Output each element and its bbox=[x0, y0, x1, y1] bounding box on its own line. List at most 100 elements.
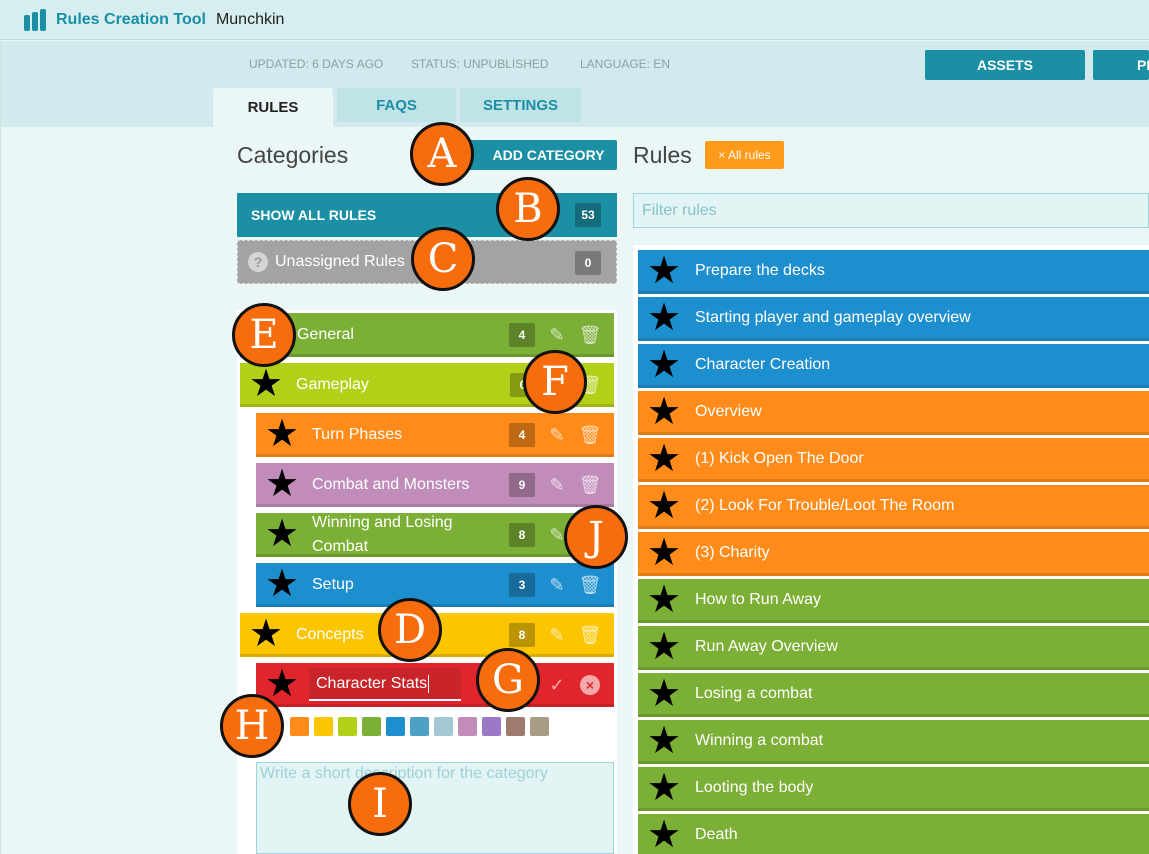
rule-label: Losing a combat bbox=[695, 684, 813, 702]
all-rules-filter-chip[interactable]: × All rules bbox=[705, 141, 784, 169]
categories-title: Categories bbox=[237, 142, 349, 168]
color-swatch-orange[interactable] bbox=[290, 717, 309, 736]
language-label: LANGUAGE: EN bbox=[580, 57, 671, 71]
rule-item[interactable]: ★ Losing a combat bbox=[638, 673, 1149, 717]
color-swatch-steel[interactable] bbox=[410, 717, 429, 736]
pencil-icon[interactable]: ✎ bbox=[549, 324, 565, 345]
tab-rules[interactable]: RULES bbox=[213, 88, 333, 127]
rule-item[interactable]: ★ (3) Charity bbox=[638, 532, 1149, 576]
category-description-input[interactable]: Write a short description for the catego… bbox=[256, 762, 614, 854]
rule-item[interactable]: ★ Overview bbox=[638, 391, 1149, 435]
marker-b: B bbox=[496, 177, 560, 241]
rule-label: Prepare the decks bbox=[695, 261, 825, 279]
category-count: 9 bbox=[509, 473, 535, 497]
rule-label: Winning a combat bbox=[695, 731, 824, 749]
trash-icon[interactable]: 🗑 bbox=[578, 474, 602, 495]
category-name-input[interactable]: Character Stats bbox=[309, 668, 461, 701]
publish-button[interactable]: PI bbox=[1093, 50, 1149, 80]
star-icon: ★ bbox=[265, 663, 300, 705]
marker-c: C bbox=[411, 227, 475, 291]
pencil-icon[interactable]: ✎ bbox=[549, 424, 565, 445]
category-label: Winning and Losing Combat bbox=[312, 514, 453, 555]
category-winning-and-losing-combat[interactable]: ★ Winning and Losing Combat 8 ✎ 🗑 bbox=[256, 513, 614, 557]
rule-item[interactable]: ★ Character Creation bbox=[638, 344, 1149, 388]
category-label: Setup bbox=[312, 576, 354, 593]
category-combat-and-monsters[interactable]: ★ Combat and Monsters 9 ✎ 🗑 bbox=[256, 463, 614, 507]
star-icon: ★ bbox=[249, 613, 284, 655]
marker-i: I bbox=[348, 772, 412, 836]
rule-item[interactable]: ★ How to Run Away bbox=[638, 579, 1149, 623]
pencil-icon[interactable]: ✎ bbox=[549, 574, 565, 595]
star-icon: ★ bbox=[647, 720, 682, 762]
category-turn-phases[interactable]: ★ Turn Phases 4 ✎ 🗑 bbox=[256, 413, 614, 457]
assets-button[interactable]: ASSETS bbox=[925, 50, 1085, 80]
pencil-icon[interactable]: ✎ bbox=[549, 524, 565, 545]
trash-icon[interactable]: 🗑 bbox=[578, 424, 602, 445]
show-all-count: 53 bbox=[575, 203, 601, 227]
category-label: Combat and Monsters bbox=[312, 476, 470, 493]
project-title: Munchkin bbox=[215, 10, 285, 28]
color-swatch-tan[interactable] bbox=[530, 717, 549, 736]
rule-item[interactable]: ★ Starting player and gameplay overview bbox=[638, 297, 1149, 341]
color-swatch-pink[interactable] bbox=[458, 717, 477, 736]
star-icon: ★ bbox=[647, 485, 682, 527]
marker-h: H bbox=[220, 694, 284, 758]
filter-placeholder: Filter rules bbox=[642, 201, 717, 219]
star-icon: ★ bbox=[647, 579, 682, 621]
rule-item[interactable]: ★ Prepare the decks bbox=[638, 250, 1149, 294]
rule-label: (2) Look For Trouble/Loot The Room bbox=[695, 496, 955, 514]
publish-button-label: PI bbox=[1137, 57, 1149, 73]
star-icon: ★ bbox=[265, 513, 300, 555]
tab-settings[interactable]: SETTINGS bbox=[460, 88, 581, 122]
star-icon: ★ bbox=[647, 673, 682, 715]
check-icon[interactable]: ✓ bbox=[549, 674, 565, 695]
category-count: 4 bbox=[509, 423, 535, 447]
color-swatch-yellow[interactable] bbox=[314, 717, 333, 736]
unassigned-count: 0 bbox=[575, 251, 601, 275]
star-icon: ★ bbox=[647, 532, 682, 574]
description-placeholder: Write a short description for the catego… bbox=[260, 765, 548, 782]
rule-label: How to Run Away bbox=[695, 590, 821, 608]
app-title[interactable]: Rules Creation Tool bbox=[56, 10, 206, 28]
star-icon: ★ bbox=[265, 563, 300, 605]
category-general[interactable]: General 4 ✎ 🗑 bbox=[240, 313, 614, 357]
color-swatch-lime[interactable] bbox=[338, 717, 357, 736]
trash-icon[interactable]: 🗑 bbox=[578, 624, 602, 645]
color-swatch-blue[interactable] bbox=[386, 717, 405, 736]
star-icon: ★ bbox=[647, 626, 682, 668]
rule-item[interactable]: ★ (2) Look For Trouble/Loot The Room bbox=[638, 485, 1149, 529]
rule-item[interactable]: ★ Run Away Overview bbox=[638, 626, 1149, 670]
rule-label: Death bbox=[695, 825, 738, 843]
category-label: Concepts bbox=[296, 626, 364, 643]
filter-rules-input[interactable]: Filter rules bbox=[633, 193, 1149, 228]
rule-item[interactable]: ★ Death bbox=[638, 814, 1149, 854]
marker-j: J bbox=[564, 505, 628, 569]
rule-item[interactable]: ★ Looting the body bbox=[638, 767, 1149, 811]
star-icon: ★ bbox=[249, 363, 284, 405]
category-setup[interactable]: ★ Setup 3 ✎ 🗑 bbox=[256, 563, 614, 607]
star-icon: ★ bbox=[647, 767, 682, 809]
rule-label: (1) Kick Open The Door bbox=[695, 449, 864, 467]
star-icon: ★ bbox=[647, 297, 682, 339]
marker-d: D bbox=[378, 598, 442, 662]
color-swatch-purple[interactable] bbox=[482, 717, 501, 736]
marker-e: E bbox=[232, 303, 296, 367]
pencil-icon[interactable]: ✎ bbox=[549, 474, 565, 495]
color-swatch-lightblue[interactable] bbox=[434, 717, 453, 736]
rule-item[interactable]: ★ Winning a combat bbox=[638, 720, 1149, 764]
rule-item[interactable]: ★ (1) Kick Open The Door bbox=[638, 438, 1149, 482]
pencil-icon[interactable]: ✎ bbox=[549, 624, 565, 645]
color-swatch-brown[interactable] bbox=[506, 717, 525, 736]
category-name-value: Character Stats bbox=[316, 674, 428, 692]
trash-icon[interactable]: 🗑 bbox=[578, 324, 602, 345]
color-swatch-green[interactable] bbox=[362, 717, 381, 736]
star-icon: ★ bbox=[265, 413, 300, 455]
cancel-icon[interactable]: × bbox=[578, 673, 602, 697]
tab-faqs[interactable]: FAQS bbox=[337, 88, 456, 122]
star-icon: ★ bbox=[265, 463, 300, 505]
star-icon: ★ bbox=[647, 344, 682, 386]
star-icon: ★ bbox=[647, 391, 682, 433]
add-category-button[interactable]: ADD CATEGORY bbox=[466, 140, 617, 170]
trash-icon[interactable]: 🗑 bbox=[578, 574, 602, 595]
category-label: Turn Phases bbox=[312, 426, 403, 443]
